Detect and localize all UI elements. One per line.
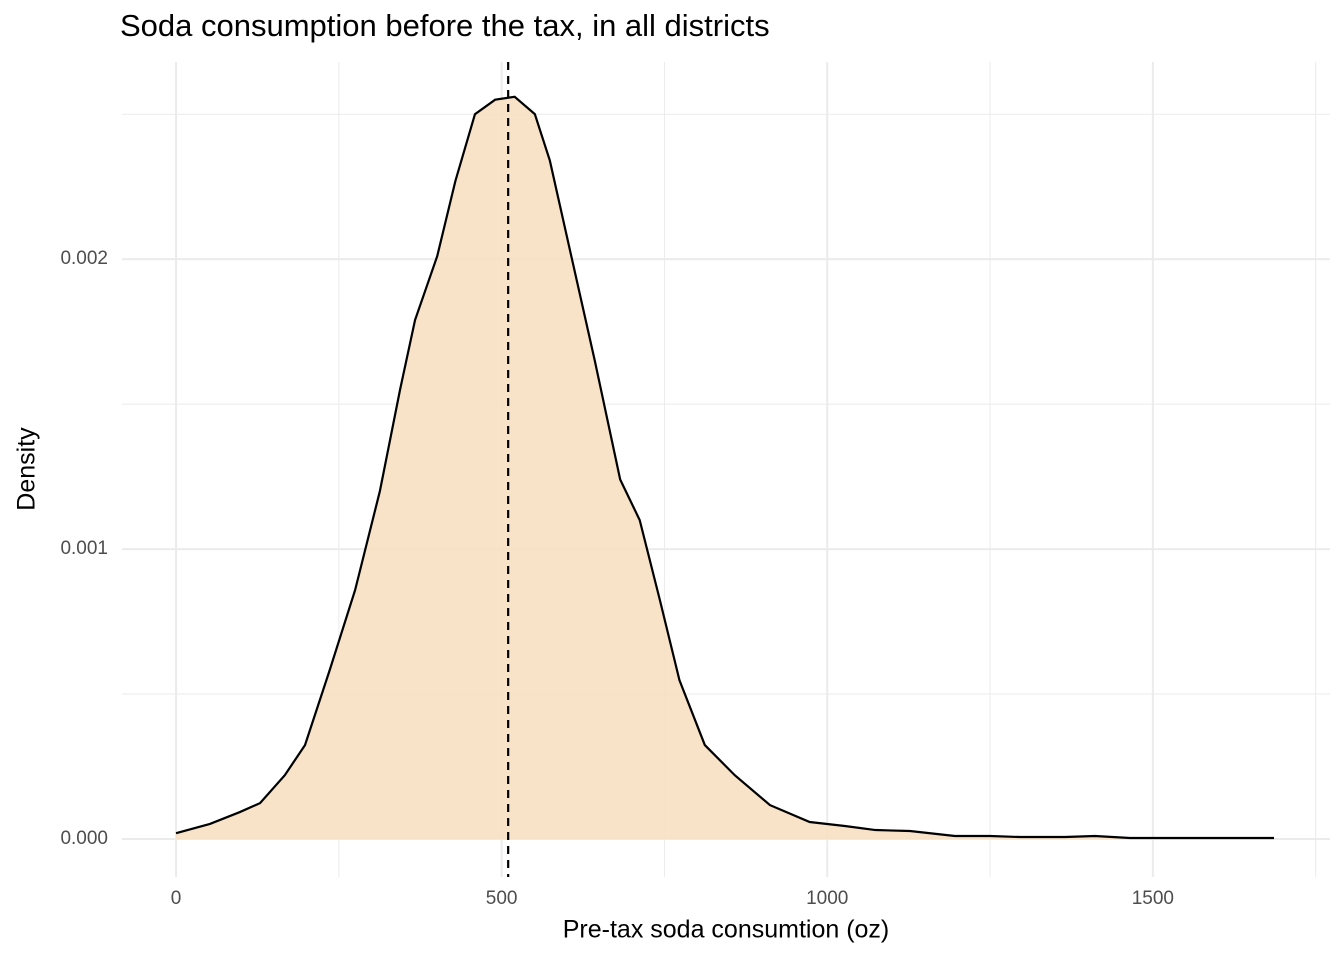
x-tick-label: 500 xyxy=(486,888,518,909)
density-area xyxy=(176,96,1274,840)
y-tick-label: 0.002 xyxy=(60,248,108,269)
y-axis-title: Density xyxy=(13,427,41,511)
x-tick-label: 0 xyxy=(171,888,182,909)
x-tick-label: 1500 xyxy=(1132,888,1174,909)
density-line xyxy=(175,95,1274,840)
y-tick-label: 0.000 xyxy=(60,828,108,849)
x-tick-label: 1000 xyxy=(806,888,848,909)
x-axis-title: Pre-tax soda consumtion (oz) xyxy=(563,916,890,944)
chart-title: Soda consumption before the tax, in all … xyxy=(120,8,770,43)
y-tick-label: 0.001 xyxy=(60,538,108,559)
